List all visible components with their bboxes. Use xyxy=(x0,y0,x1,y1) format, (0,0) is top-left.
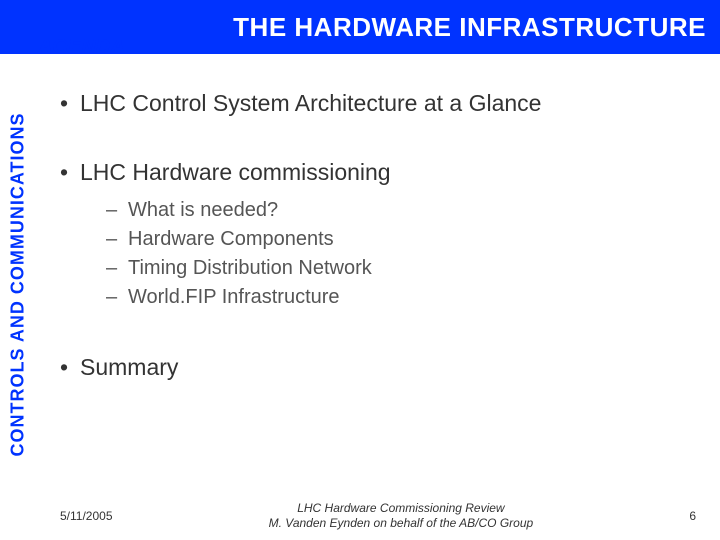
footer-line2: M. Vanden Eynden on behalf of the AB/CO … xyxy=(269,516,534,530)
sub-bullet-text: Hardware Components xyxy=(128,228,334,250)
slide-title: THE HARDWARE INFRASTRUCTURE xyxy=(233,12,706,43)
bullet-text: LHC Hardware commissioning xyxy=(80,159,391,185)
bullet-item: LHC Hardware commissioning What is neede… xyxy=(60,159,700,312)
sidebar-label-container: CONTROLS AND COMMUNICATIONS xyxy=(0,74,36,494)
sub-bullet-item: World.FIP Infrastructure xyxy=(106,283,700,312)
footer-center: LHC Hardware Commissioning Review M. Van… xyxy=(113,501,690,530)
footer-line1: LHC Hardware Commissioning Review xyxy=(297,501,504,515)
bullet-item: LHC Control System Architecture at a Gla… xyxy=(60,90,700,117)
sub-bullet-text: World.FIP Infrastructure xyxy=(128,286,340,308)
footer-page-number: 6 xyxy=(689,509,696,523)
footer-date: 5/11/2005 xyxy=(60,509,113,523)
sub-bullet-list: What is needed? Hardware Components Timi… xyxy=(106,196,700,312)
bullet-item: Summary xyxy=(60,354,700,381)
sub-bullet-item: Timing Distribution Network xyxy=(106,254,700,283)
sidebar-label: CONTROLS AND COMMUNICATIONS xyxy=(8,112,29,456)
content-area: LHC Control System Architecture at a Gla… xyxy=(60,90,700,423)
slide-subtitle: AGENDA xyxy=(38,36,125,59)
sub-bullet-text: What is needed? xyxy=(128,199,278,221)
footer: 5/11/2005 LHC Hardware Commissioning Rev… xyxy=(0,501,720,530)
sub-bullet-item: Hardware Components xyxy=(106,225,700,254)
sub-bullet-item: What is needed? xyxy=(106,196,700,225)
bullet-text: LHC Control System Architecture at a Gla… xyxy=(80,90,541,116)
bullet-text: Summary xyxy=(80,354,178,380)
sub-bullet-text: Timing Distribution Network xyxy=(128,257,372,279)
